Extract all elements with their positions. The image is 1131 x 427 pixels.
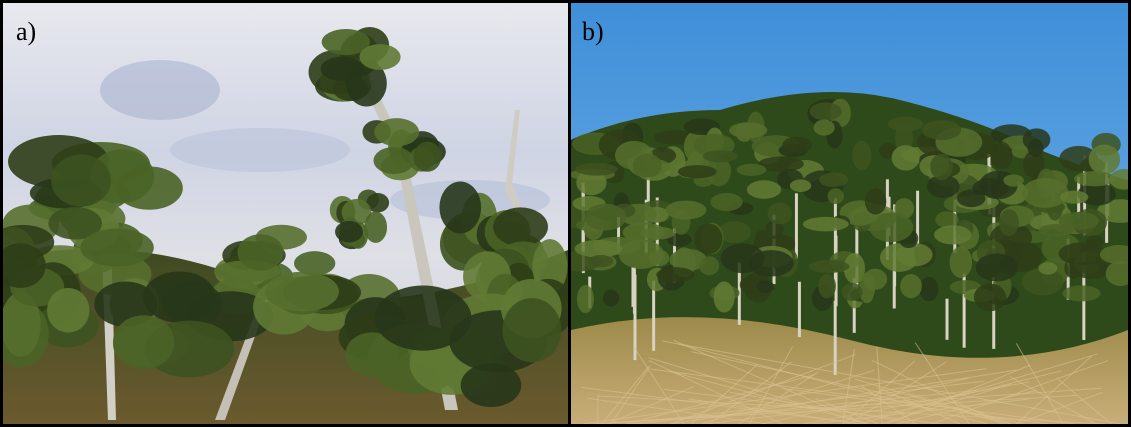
foliage <box>814 119 835 135</box>
foliage <box>756 280 774 293</box>
foliage <box>737 164 767 176</box>
foliage <box>729 122 767 138</box>
tree-trunk <box>652 281 655 351</box>
tree-trunk <box>946 299 949 340</box>
foliage <box>623 222 665 242</box>
foliage <box>1074 171 1115 186</box>
foliage <box>1059 212 1099 230</box>
foliage <box>414 142 442 172</box>
foliage <box>896 243 933 266</box>
foliage <box>714 281 735 312</box>
foliage <box>919 277 938 302</box>
foliage <box>934 225 972 244</box>
foliage <box>113 315 174 369</box>
foliage <box>828 188 845 204</box>
foliage <box>575 163 618 176</box>
foliage <box>950 246 973 278</box>
foliage <box>922 120 961 140</box>
foliage <box>842 283 863 301</box>
figure: a) b) <box>0 0 1131 427</box>
foliage <box>588 255 613 267</box>
foliage <box>1086 235 1104 247</box>
tree-trunk <box>795 193 798 258</box>
foliage <box>585 204 627 231</box>
foliage <box>694 223 722 254</box>
foliage <box>852 141 871 170</box>
foliage <box>1038 262 1057 274</box>
foliage <box>575 240 623 258</box>
foliage <box>633 154 662 178</box>
tree-trunk <box>634 275 637 360</box>
foliage <box>237 234 283 270</box>
foliage <box>439 181 481 233</box>
foliage <box>747 180 781 199</box>
foliage <box>809 260 850 273</box>
cloud-shadow <box>100 60 220 120</box>
foliage <box>359 44 400 70</box>
foliage <box>116 167 183 210</box>
foliage <box>678 165 717 178</box>
foliage <box>703 150 738 162</box>
foliage <box>974 284 1006 312</box>
foliage <box>47 288 89 333</box>
foliage <box>603 290 619 307</box>
foliage <box>991 142 1013 170</box>
foliage <box>782 137 812 153</box>
foliage <box>1062 285 1100 301</box>
foliage <box>493 207 548 246</box>
foliage <box>503 298 562 362</box>
foliage <box>767 203 792 225</box>
foliage <box>577 285 594 313</box>
panel-b <box>556 3 1131 424</box>
foliage <box>819 172 848 186</box>
foliage <box>373 147 414 174</box>
foliage <box>892 145 920 170</box>
foliage <box>749 250 794 276</box>
foliage <box>374 118 419 146</box>
foliage <box>649 250 669 267</box>
foliage <box>818 274 836 298</box>
foliage <box>1060 191 1088 204</box>
foliage <box>711 193 743 211</box>
foliage <box>1003 174 1024 186</box>
panel-label: a) <box>16 17 36 46</box>
panel-label: b) <box>582 17 604 46</box>
tree-trunk <box>834 301 837 375</box>
foliage <box>51 155 111 207</box>
foliage <box>865 188 887 214</box>
foliage <box>699 256 719 275</box>
foliage <box>976 254 1018 282</box>
tree-trunk <box>798 282 801 337</box>
foliage <box>1022 178 1068 208</box>
foliage <box>665 201 706 220</box>
foliage <box>900 274 922 298</box>
foliage <box>790 179 811 192</box>
foliage <box>1071 261 1112 278</box>
foliage <box>999 209 1019 236</box>
foliage <box>656 267 694 282</box>
foliage <box>335 221 363 243</box>
foliage <box>1028 139 1044 157</box>
foliage <box>375 285 472 350</box>
page: a) b) (() => { const data = JSON.parse(d… <box>0 0 1131 427</box>
foliage <box>265 272 339 312</box>
foliage <box>80 229 153 267</box>
foliage <box>803 217 849 231</box>
foliage <box>810 102 842 120</box>
cloud-shadow <box>170 128 350 172</box>
foliage <box>957 190 985 208</box>
foliage <box>461 363 522 407</box>
foliage <box>930 154 953 180</box>
panel-a <box>0 3 574 424</box>
foliage <box>1089 144 1121 174</box>
